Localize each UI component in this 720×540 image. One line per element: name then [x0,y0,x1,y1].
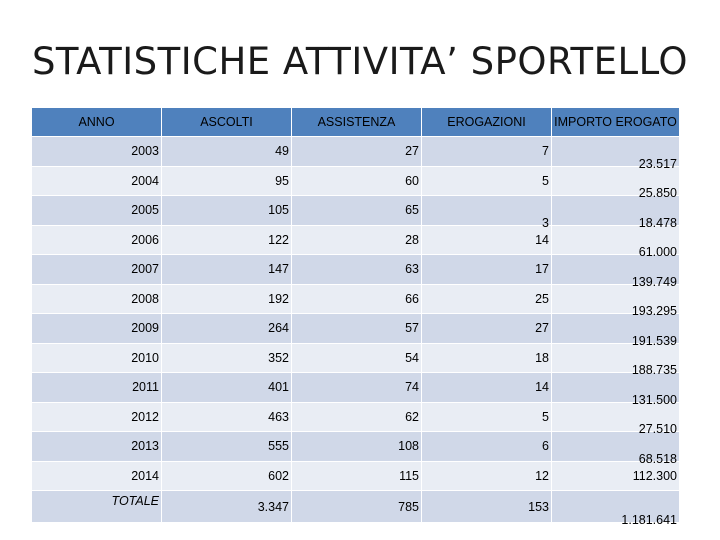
cell-importo: 188.735 [551,342,680,377]
cell-assistenza: 66 [291,283,422,314]
cell-anno: 2014 [31,460,162,491]
cell-importo-value: 191.539 [631,333,677,348]
cell-assistenza: 60 [291,165,422,196]
cell-erogazioni: 5 [421,165,552,196]
cell-erogazioni: 27 [421,313,552,344]
cell-assistenza: 74 [291,372,422,403]
slide-title: STATISTICHE ATTIVITA’ SPORTELLO [31,40,689,83]
cell-ascolti: 147 [161,254,292,285]
cell-ascolti: 463 [161,401,292,432]
cell-erogazioni: 14 [421,372,552,403]
cell-importo-value: 61.000 [638,245,677,259]
header-row: ANNO ASCOLTI ASSISTENZA EROGAZIONI IMPOR… [31,107,680,137]
total-row: TOTALE 3.347 785 153 1.181.641 [31,490,680,527]
table-row: 2009 264 57 27 191.539 [31,313,680,348]
cell-importo: 27.510 [551,401,680,436]
cell-ascolti: 264 [161,313,292,344]
cell-total-ascolti: 3.347 [161,490,292,523]
cell-ascolti: 192 [161,283,292,314]
cell-importo-value: 25.850 [638,186,677,200]
cell-anno: 2010 [31,342,162,373]
cell-erogazioni: 12 [421,460,552,491]
column-header-anno: ANNO [31,107,162,137]
cell-assistenza: 65 [291,195,422,226]
cell-ascolti: 105 [161,195,292,226]
cell-assistenza: 57 [291,313,422,344]
cell-erogazioni: 18 [421,342,552,373]
table-row: 2006 122 28 14 61.000 [31,224,680,259]
cell-anno: 2007 [31,254,162,285]
table-row: 2005 105 65 3 18.478 [31,195,680,230]
column-header-ascolti: ASCOLTI [161,107,292,137]
cell-ascolti: 49 [161,136,292,167]
cell-ascolti: 401 [161,372,292,403]
cell-ascolti: 122 [161,224,292,255]
table-row: 2011 401 74 14 131.500 [31,372,680,407]
cell-total-importo-value: 1.181.641 [621,513,677,527]
cell-erogazioni: 25 [421,283,552,314]
cell-importo: 139.749 [551,254,680,289]
cell-importo-value: 27.510 [638,422,677,436]
cell-anno: 2013 [31,431,162,462]
cell-total-erogazioni: 153 [421,490,552,523]
cell-importo-value: 23.517 [638,156,677,171]
cell-assistenza: 62 [291,401,422,432]
cell-importo-value: 131.500 [631,392,677,407]
table-row: 2008 192 66 25 193.295 [31,283,680,318]
cell-erogazioni-value: 3 [542,215,549,230]
cell-anno: 2008 [31,283,162,314]
table-row: 2007 147 63 17 139.749 [31,254,680,289]
cell-assistenza: 28 [291,224,422,255]
statistics-table: ANNO ASCOLTI ASSISTENZA EROGAZIONI IMPOR… [31,107,680,527]
cell-total-assistenza: 785 [291,490,422,523]
cell-importo: 191.539 [551,313,680,348]
cell-ascolti: 602 [161,460,292,491]
cell-anno: 2012 [31,401,162,432]
table-row: 2010 352 54 18 188.735 [31,342,680,377]
cell-erogazioni: 3 [421,195,552,230]
table-row: 2003 49 27 7 23.517 [31,136,680,171]
cell-importo-value: 68.518 [638,451,677,466]
cell-assistenza: 108 [291,431,422,462]
cell-ascolti: 352 [161,342,292,373]
cell-totale-label: TOTALE [31,490,162,523]
cell-assistenza: 54 [291,342,422,373]
cell-importo-value: 18.478 [638,215,677,230]
cell-erogazioni: 5 [421,401,552,432]
cell-anno: 2006 [31,224,162,255]
column-header-assistenza: ASSISTENZA [291,107,422,137]
cell-anno: 2004 [31,165,162,196]
cell-anno: 2009 [31,313,162,344]
column-header-erogazioni: EROGAZIONI [421,107,552,137]
table-row: 2014 602 115 12 112.300 [31,460,680,491]
table-row: 2012 463 62 5 27.510 [31,401,680,436]
cell-anno: 2003 [31,136,162,167]
cell-total-importo: 1.181.641 [551,490,680,527]
cell-importo: 193.295 [551,283,680,318]
cell-erogazioni: 17 [421,254,552,285]
cell-importo: 25.850 [551,165,680,200]
cell-ascolti: 95 [161,165,292,196]
cell-importo: 23.517 [551,136,680,171]
cell-erogazioni: 6 [421,431,552,462]
cell-assistenza: 27 [291,136,422,167]
cell-ascolti: 555 [161,431,292,462]
table-row: 2013 555 108 6 68.518 [31,431,680,466]
cell-erogazioni: 7 [421,136,552,167]
cell-assistenza: 63 [291,254,422,285]
cell-importo-value: 188.735 [631,363,677,377]
cell-importo: 68.518 [551,431,680,466]
cell-anno: 2005 [31,195,162,226]
cell-anno: 2011 [31,372,162,403]
cell-importo-value: 193.295 [631,304,677,318]
cell-importo: 131.500 [551,372,680,407]
table-row: 2004 95 60 5 25.850 [31,165,680,200]
cell-importo-value: 139.749 [631,274,677,289]
cell-importo: 112.300 [551,460,680,491]
column-header-importo-erogato: IMPORTO EROGATO [551,107,680,137]
cell-erogazioni: 14 [421,224,552,255]
cell-assistenza: 115 [291,460,422,491]
